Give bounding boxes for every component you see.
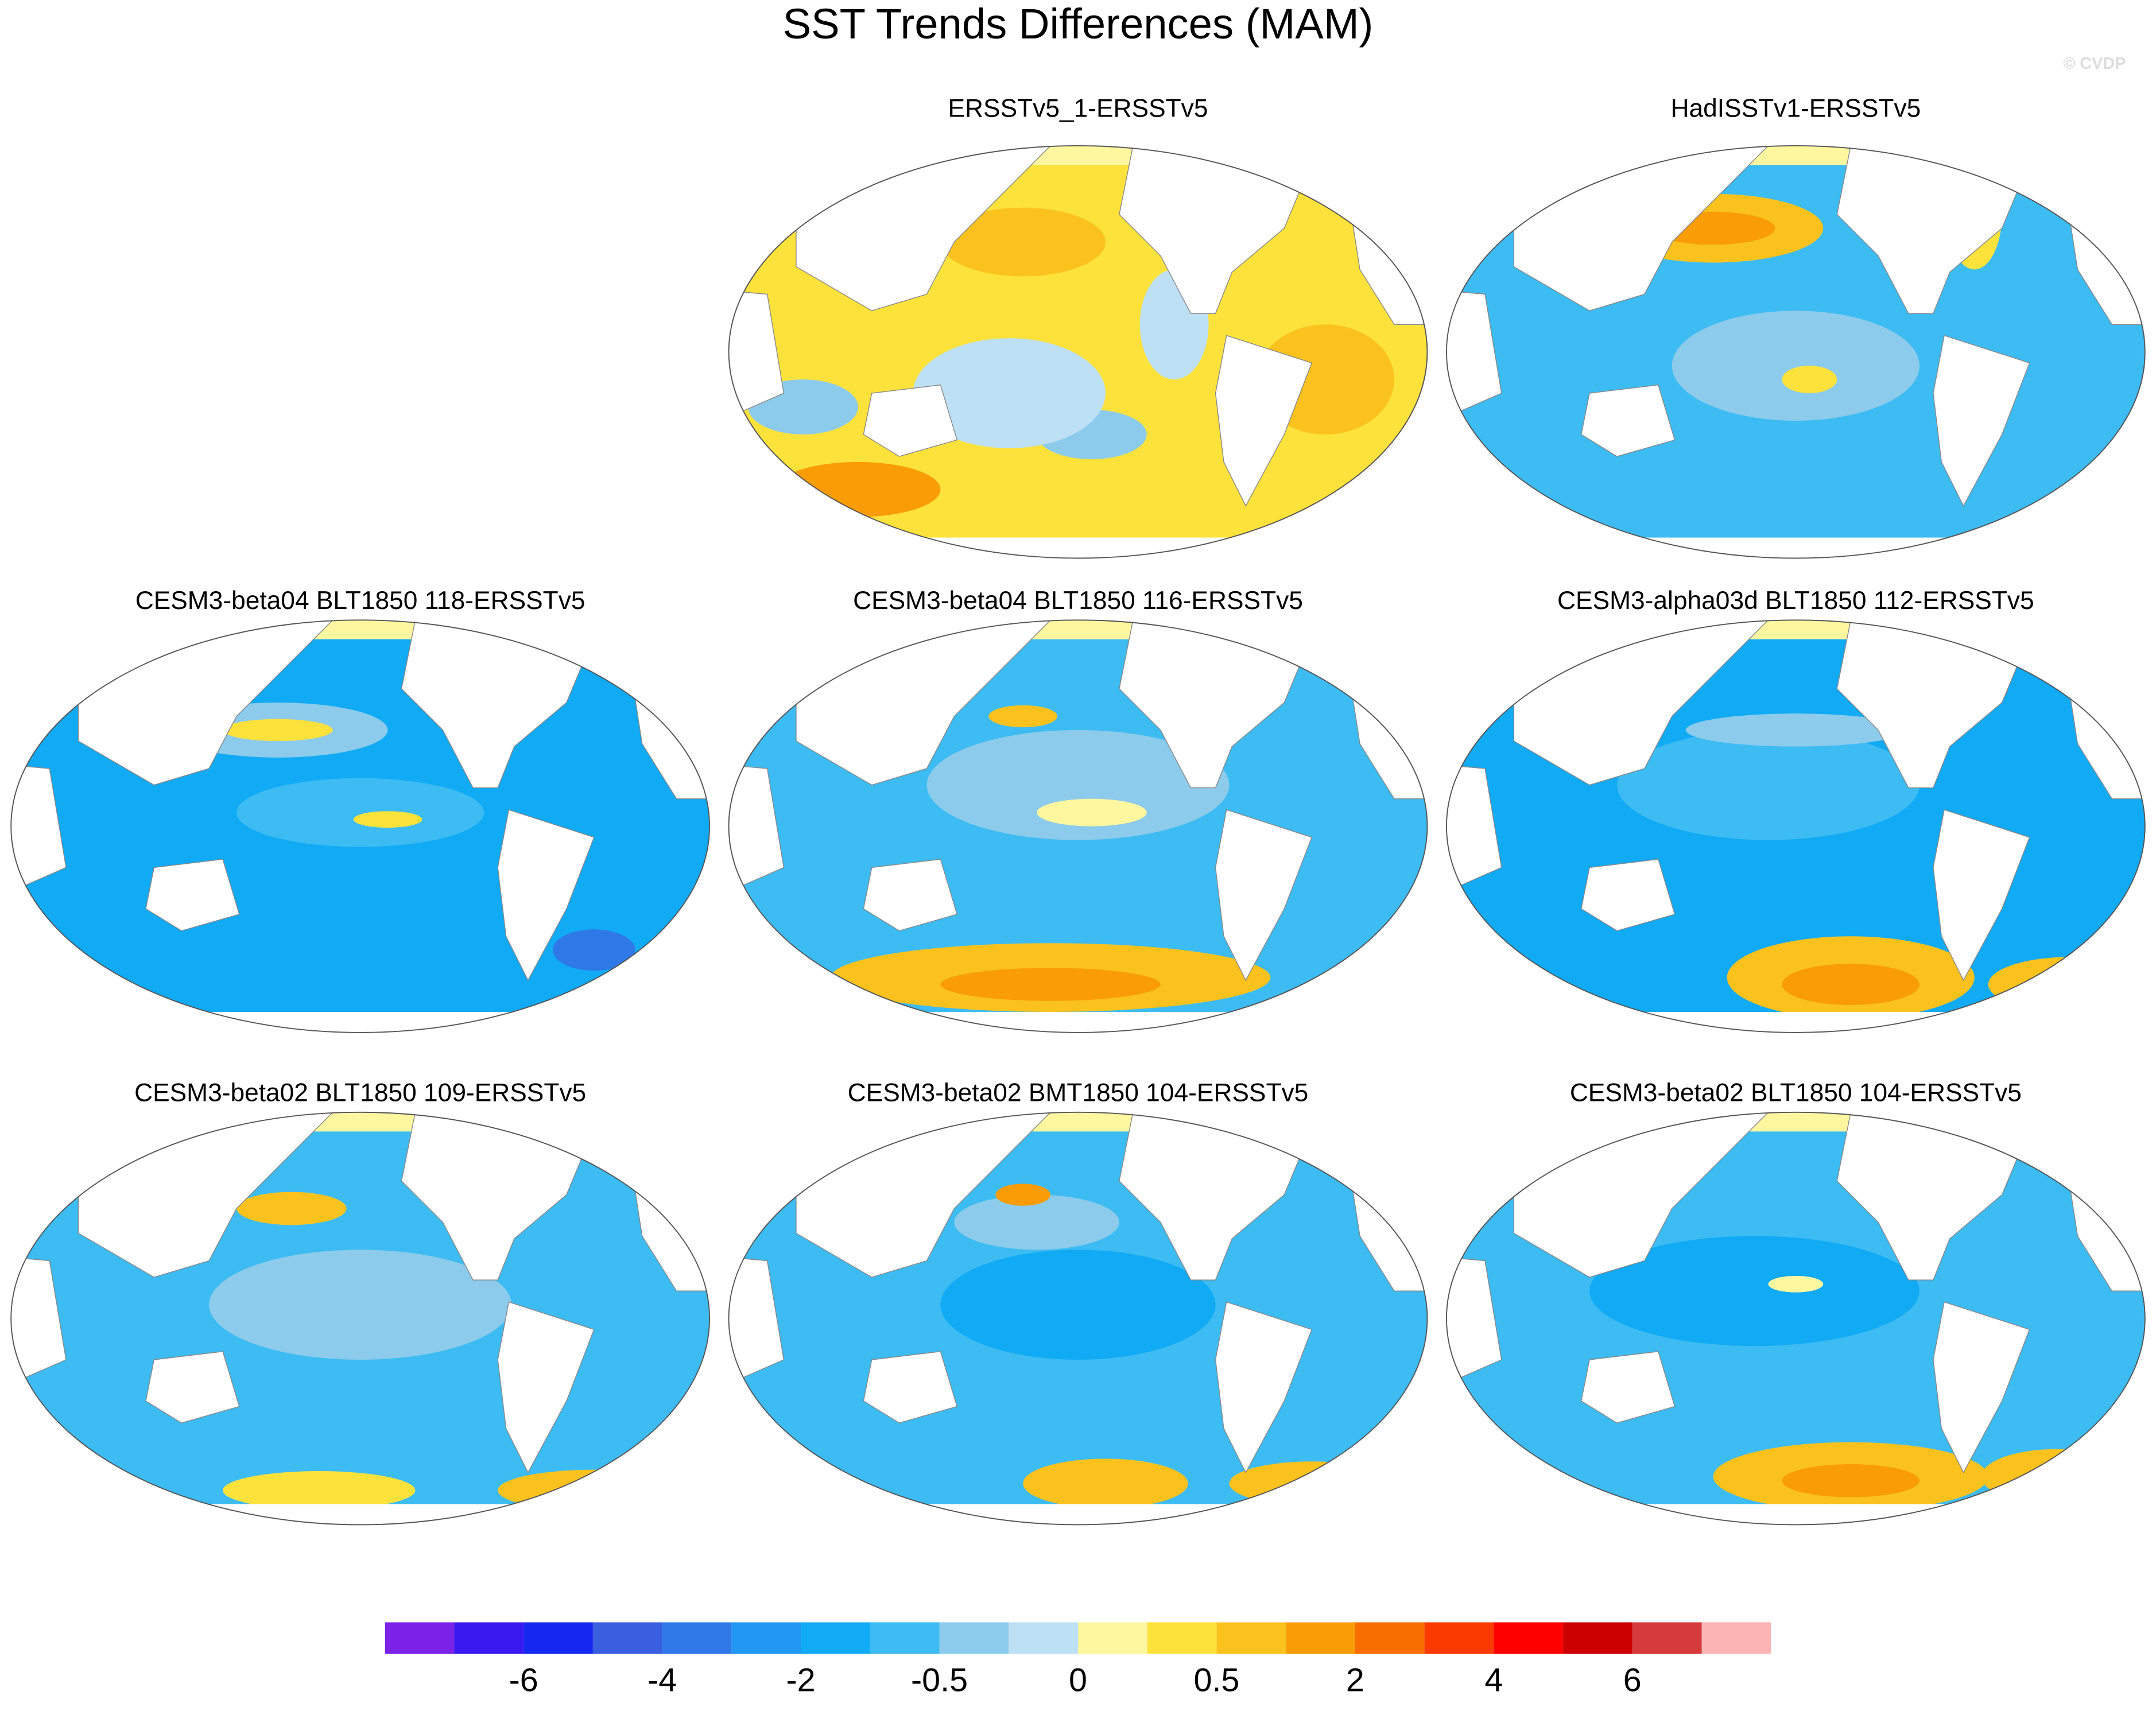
anomaly-patch <box>995 1184 1051 1206</box>
anomaly-patch <box>223 719 333 742</box>
colorbar-box <box>939 1622 1009 1654</box>
colorbar-box <box>1355 1622 1425 1654</box>
map-field <box>728 620 1428 1033</box>
colorbar-box <box>1286 1622 1355 1654</box>
anomaly-patch <box>1465 1466 1576 1500</box>
map-outline <box>728 619 1428 1033</box>
colorbar-box <box>1494 1622 1564 1654</box>
map-outline <box>728 145 1428 559</box>
colorbar-box <box>454 1622 524 1654</box>
map-field <box>11 620 710 1033</box>
colorbar-box <box>524 1622 593 1654</box>
colorbar-box <box>1424 1622 1494 1654</box>
colorbar-box <box>1078 1622 1147 1654</box>
panel-title: CESM3-alpha03d BLT1850 112-ERSSTv5 <box>1557 587 2034 615</box>
map-panel <box>1445 619 2146 1033</box>
anomaly-patch <box>926 730 1230 840</box>
panels: ERSSTv5_1-ERSSTv5 HadISSTv1-ERSSTv5 CESM3-… <box>10 95 2146 1526</box>
anomaly-patch <box>1685 713 1906 747</box>
anomaly-patch <box>1037 798 1147 827</box>
panel-title: ERSSTv5_1-ERSSTv5 <box>948 95 1208 123</box>
map-panel <box>728 619 1428 1033</box>
map-outline <box>10 619 711 1033</box>
map-panel <box>728 145 1428 559</box>
anomaly-patch <box>1672 311 1920 421</box>
colorbar-box <box>1147 1622 1217 1654</box>
colorbar-box <box>592 1622 662 1654</box>
panel-title: CESM3-beta04 BLT1850 118-ERSSTv5 <box>135 587 585 615</box>
map-panel <box>1445 145 2146 559</box>
panel-title: CESM3-beta02 BMT1850 104-ERSSTv5 <box>848 1079 1309 1107</box>
colorbar-box <box>1216 1622 1286 1654</box>
panel-title: HadISSTv1-ERSSTv5 <box>1671 95 1921 123</box>
anomaly-patch <box>1616 730 1920 840</box>
anomaly-patch <box>1229 1461 1394 1506</box>
colorbar-box <box>662 1622 732 1654</box>
anomaly-patch <box>1782 964 1920 1005</box>
anomaly-patch <box>913 338 1106 448</box>
panel-title: CESM3-beta02 BLT1850 104-ERSSTv5 <box>1570 1079 2022 1107</box>
anomaly-patch <box>498 1469 691 1511</box>
anomaly-patch <box>236 1192 347 1225</box>
panel-title: CESM3-beta04 BLT1850 116-ERSSTv5 <box>853 587 1303 615</box>
map-outline <box>728 1111 1428 1526</box>
anomaly-patch <box>353 811 422 828</box>
colorbar-box <box>1563 1622 1632 1654</box>
map-panel <box>1445 1111 2146 1526</box>
anomaly-patch <box>940 207 1106 277</box>
map-panel <box>10 619 711 1033</box>
anomaly-patch <box>1589 1236 1920 1347</box>
map-field <box>1446 620 2145 1033</box>
panel-title: CESM3-beta02 BLT1850 109-ERSSTv5 <box>134 1079 586 1107</box>
watermark: © CVDP <box>2063 55 2126 73</box>
anomaly-patch <box>1981 1449 2133 1504</box>
map-field <box>1446 145 2145 558</box>
colorbar-box <box>1701 1622 1771 1654</box>
colorbar-label: 0 <box>1069 1662 1087 1698</box>
map-outline <box>10 1111 711 1526</box>
colorbar-box <box>1632 1622 1702 1654</box>
colorbar-box <box>385 1622 455 1654</box>
anomaly-patch <box>223 1471 416 1510</box>
map-panel <box>10 1111 711 1526</box>
anomaly-patch <box>940 968 1161 1001</box>
colorbar-label: -4 <box>647 1662 677 1698</box>
colorbar-box <box>1009 1622 1078 1654</box>
map-outline <box>1445 145 2146 559</box>
colorbar-label: -6 <box>509 1662 538 1698</box>
colorbar-label: 0.5 <box>1194 1662 1240 1698</box>
anomaly-patch <box>209 1250 512 1360</box>
colorbar-box <box>870 1622 940 1654</box>
colorbar-label: 4 <box>1484 1662 1503 1698</box>
map-outline <box>1445 619 2146 1033</box>
colorbar-label: -2 <box>786 1662 816 1698</box>
anomaly-patch <box>940 1250 1216 1360</box>
anomaly-patch <box>236 778 484 847</box>
colorbar: -6 -4 -2 -0.5 0 0.5 2 4 6 <box>385 1622 1771 1698</box>
anomaly-patch <box>988 705 1058 728</box>
anomaly-patch <box>775 461 941 517</box>
map-panel <box>728 1111 1428 1526</box>
colorbar-label: -0.5 <box>911 1662 968 1698</box>
anomaly-patch <box>1023 1458 1188 1508</box>
anomaly-patch <box>1768 1275 1824 1293</box>
map-field <box>728 145 1428 558</box>
colorbar-label: 2 <box>1346 1662 1364 1698</box>
anomaly-patch <box>954 1194 1119 1250</box>
figure-title: SST Trends Differences (MAM) <box>783 0 1374 48</box>
map-field <box>728 1112 1428 1525</box>
anomaly-patch <box>1782 366 1837 394</box>
colorbar-label: 6 <box>1623 1662 1642 1698</box>
anomaly-patch <box>1988 957 2145 1012</box>
anomaly-patch <box>552 929 635 971</box>
map-outline <box>1445 1111 2146 1526</box>
colorbar-box <box>801 1622 870 1654</box>
anomaly-patch <box>1782 1464 1920 1497</box>
colorbar-box <box>731 1622 801 1654</box>
